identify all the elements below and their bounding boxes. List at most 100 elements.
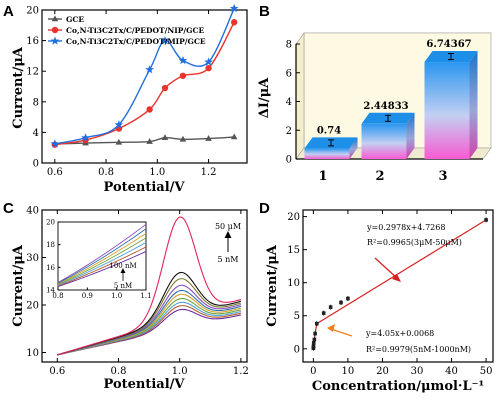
x-tick-label-d-3: 30: [411, 366, 424, 377]
fit-equation-high: y=0.2978x+4.7268: [366, 223, 445, 232]
series-point-a-0-2: [115, 138, 123, 145]
data-point-d-10: [346, 296, 350, 301]
bar-value-label-0: 0.74: [317, 125, 341, 136]
y-axis-label-d: Current/μA: [265, 244, 280, 326]
inset-curve-4: [57, 232, 147, 285]
y-tick-label-a-4: 16: [26, 36, 39, 47]
arrow-high-range: [224, 231, 232, 252]
x-tick-label-d-1: 10: [342, 366, 355, 377]
x-tick-label-c-0: 0.6: [49, 366, 65, 377]
y-tick-label-c-1: 20: [26, 301, 39, 312]
series-point-a-0-6: [205, 135, 212, 141]
series-point-a-1-6: [205, 64, 212, 72]
legend-label-a-0: GCE: [66, 15, 84, 24]
series-point-a-2-4: [160, 36, 170, 45]
y-tick-label-c-inset-1: 16: [46, 264, 55, 272]
bar-side-1: [406, 112, 415, 159]
chart-a: 0.6 0.8 1.0 1.2 0 4 8 12 16 20 GCE Co,N-Ti3C2Tx/C/…: [11, 3, 248, 195]
y-tick-label-b-1: 2: [286, 126, 292, 137]
data-point-d-3: [311, 341, 316, 345]
legend-label-a-1: Co,N-Ti3C2Tx/C/PEDOT/NIP/GCE: [66, 26, 204, 35]
bar-side-0: [349, 137, 358, 159]
y-tick-label-a-0: 0: [33, 159, 39, 170]
y-tick-label-c-2: 30: [26, 253, 39, 264]
x-tick-label-a-2: 1.0: [149, 167, 165, 178]
legend-label-a-2: Co,N-Ti3C2Tx/C/PEDOT/MIP/GCE: [66, 37, 206, 46]
x-tick-label-c-inset-3: 1.1: [140, 292, 151, 300]
y-tick-label-c-3: 40: [26, 206, 39, 217]
cv-curve-9: [57, 216, 242, 356]
fit-r2-low: R²=0.9979(5nM-1000nM): [366, 345, 471, 354]
series-point-a-2-5: [178, 55, 188, 65]
series-point-a-2-3: [145, 65, 154, 74]
arrow-high-fit: [374, 257, 401, 282]
data-point-d-7: [321, 311, 326, 315]
bar-value-label-2: 6.74367: [426, 39, 471, 50]
y-axis-label-c: Current/μA: [11, 244, 26, 326]
inset-curve-0: [57, 251, 147, 288]
y-tick-label-a-3: 12: [26, 67, 39, 78]
series-point-a-0-7: [230, 133, 238, 140]
x-tick-label-b-2: 3: [438, 169, 447, 184]
series-point-a-1-3: [146, 106, 153, 113]
x-axis-label-a: Potential/V: [104, 180, 186, 195]
x-tick-label-a-0: 0.6: [47, 167, 63, 178]
y-tick-label-b-4: 8: [286, 40, 292, 51]
data-point-d-2: [311, 344, 316, 348]
data-point-d-5: [313, 331, 317, 336]
y-tick-label-c-inset-0: 14: [46, 287, 55, 295]
series-point-a-2-2: [114, 120, 124, 129]
bar-side-2: [469, 51, 478, 160]
y-tick-label-d-3: 15: [287, 245, 300, 256]
y-tick-label-a-5: 20: [26, 6, 39, 17]
data-point-d-8: [328, 305, 333, 309]
inset-curve-6: [57, 223, 147, 283]
panel-label-c: C: [3, 200, 14, 217]
inset-curve-5: [57, 228, 147, 284]
panel-label-d: D: [259, 200, 270, 217]
y-tick-label-c-inset-2: 18: [46, 241, 55, 249]
series-point-a-1-5: [179, 72, 187, 79]
chart-b: 0 2 4 6 8 0.74 1 2.44833 2 6.74367 3 ΔI/μA: [257, 32, 492, 184]
arrow-low-fit: [327, 324, 353, 337]
series-point-a-2-0: [50, 139, 60, 148]
y-tick-label-d-2: 10: [287, 278, 300, 289]
fit-line-high: [316, 219, 487, 325]
x-tick-label-c-1: 0.8: [111, 366, 127, 377]
x-tick-label-d-5: 50: [480, 366, 493, 377]
x-tick-label-d-4: 40: [445, 366, 458, 377]
legend-a: GCE Co,N-Ti3C2Tx/C/PEDOT/NIP/GCE Co,N-Ti3C…: [48, 15, 206, 46]
x-tick-label-a-3: 1.2: [201, 167, 217, 178]
series-point-a-0-3: [146, 138, 153, 144]
x-tick-label-d-0: 0: [310, 366, 316, 377]
fit-equation-low: y=4.05x+0.0068: [365, 329, 434, 338]
inset-curve-3: [57, 237, 147, 285]
annotation-50um: 50 μM: [215, 222, 241, 231]
series-point-a-1-4: [161, 84, 169, 92]
legend-marker-a-1: [51, 26, 59, 34]
fit-r2-high: R²=0.9965(3μM-50μM): [367, 238, 462, 247]
x-tick-label-c-2: 1.0: [172, 366, 188, 377]
y-axis-label-b: ΔI/μA: [257, 77, 272, 118]
series-point-a-2-1: [81, 133, 90, 142]
y-tick-label-d-4: 20: [287, 212, 300, 223]
x-tick-label-b-0: 1: [318, 169, 327, 184]
inset-annotation-5nm: 5 nM: [114, 282, 132, 290]
data-point-d-9: [339, 300, 343, 305]
y-axis-label-a: Current/μA: [11, 46, 26, 128]
panel-label-a: A: [3, 3, 14, 20]
bar-value-label-1: 2.44833: [363, 101, 408, 112]
y-tick-label-c-inset-3: 20: [46, 219, 55, 227]
y-tick-label-c-0: 10: [26, 348, 39, 359]
x-axis-label-c: Potential/V: [104, 377, 186, 392]
data-point-d-4: [312, 337, 317, 342]
inset-annotation-100nm: 100 nM: [109, 262, 136, 270]
y-tick-label-b-3: 6: [286, 68, 292, 79]
x-tick-label-d-2: 20: [376, 366, 389, 377]
series-point-a-0-4: [161, 134, 169, 141]
bar-2: [424, 62, 470, 160]
bar-0: [304, 148, 350, 159]
y-tick-label-d-0: 0: [294, 344, 300, 355]
inset-curve-1: [57, 246, 147, 287]
